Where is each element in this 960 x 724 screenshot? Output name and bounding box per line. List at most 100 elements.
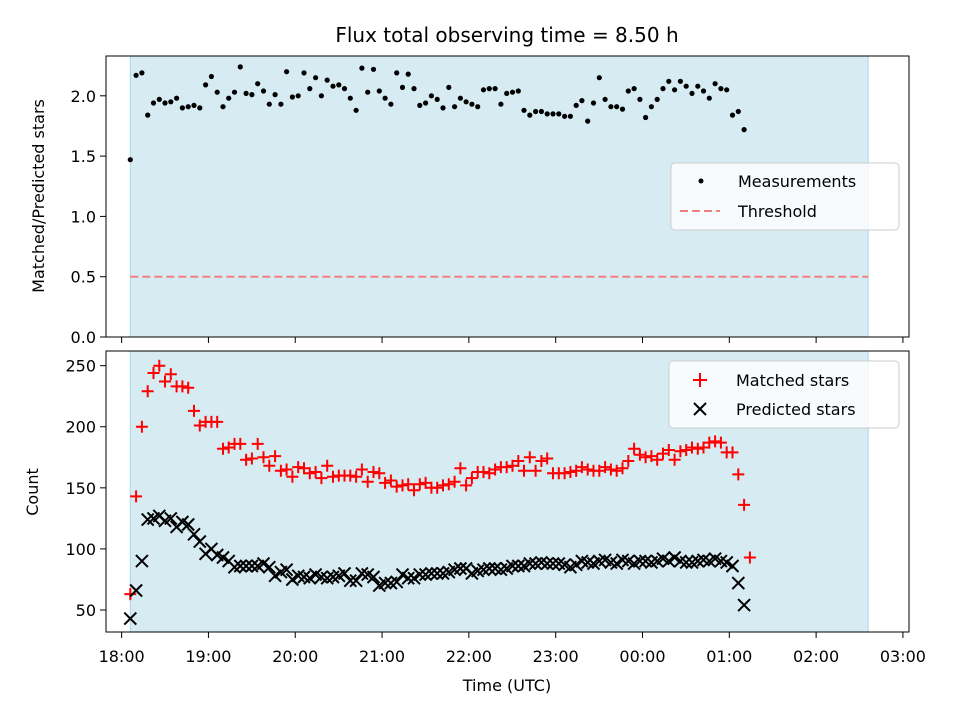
matched-point: [454, 462, 467, 475]
matched-point: [437, 479, 449, 492]
matched-point: [240, 453, 253, 466]
measurement-point: [145, 112, 151, 118]
matched-point: [141, 385, 154, 398]
x-tick-label: 01:00: [706, 647, 752, 666]
matched-point: [732, 468, 745, 481]
measurement-point: [625, 88, 631, 94]
measurement-point: [492, 86, 498, 92]
matched-point: [130, 490, 143, 503]
measurement-point: [498, 101, 504, 107]
matched-point: [610, 464, 623, 477]
matched-point: [135, 420, 148, 433]
measurement-point: [538, 108, 545, 115]
measurement-point: [521, 107, 527, 113]
measurement-point: [370, 66, 377, 72]
predicted-point: [389, 575, 404, 589]
measurement-point: [336, 82, 342, 88]
predicted-point: [424, 566, 439, 581]
measurement-point: [394, 70, 400, 76]
predicted-point: [245, 559, 259, 573]
predicted-point: [343, 573, 358, 588]
measurement-point: [533, 108, 539, 115]
matched-point: [153, 359, 166, 372]
measurement-point: [700, 88, 707, 94]
matched-point: [709, 435, 722, 448]
measurement-point: [417, 102, 423, 108]
top-plot-frame: [105, 55, 910, 338]
matched-point: [408, 484, 420, 497]
matched-point: [651, 453, 664, 466]
measurement-point: [359, 65, 365, 71]
bottom-legend-box: [668, 360, 900, 429]
matched-point: [188, 404, 200, 417]
matched-point: [211, 415, 224, 428]
measurement-point: [527, 112, 533, 118]
predicted-point: [482, 561, 497, 576]
matched-point: [234, 437, 247, 450]
top-y-axis-label: Matched/Predicted stars: [29, 99, 48, 293]
measurement-point: [452, 104, 458, 110]
measurement-point: [602, 96, 608, 102]
y-tick-label: 1.0: [71, 207, 96, 226]
measurement-point: [648, 104, 655, 110]
measurement-point: [353, 107, 359, 113]
measurement-point: [226, 95, 232, 101]
bottom-y-axis: 50 100 150 200 250: [65, 357, 106, 620]
measurement-point: [579, 98, 585, 104]
measurement-point: [382, 95, 388, 101]
matched-point: [217, 442, 229, 455]
measurement-point: [515, 88, 521, 94]
measurement-point: [255, 81, 261, 87]
measurement-point: [666, 78, 672, 84]
matched-point: [263, 459, 276, 472]
matched-point: [379, 476, 392, 489]
measurement-point: [324, 77, 330, 83]
predicted-point: [609, 556, 624, 571]
matched-point: [147, 367, 160, 379]
measurement-point: [197, 105, 203, 111]
matched-point: [303, 467, 316, 480]
predicted-point: [679, 555, 693, 570]
predicted-point: [279, 562, 294, 577]
measurement-point: [347, 95, 353, 101]
chart-title: Flux total observing time = 8.50 h: [335, 23, 678, 47]
matched-point: [575, 461, 588, 474]
matched-point: [535, 455, 548, 467]
predicted-point: [164, 511, 178, 526]
measurement-point: [475, 104, 481, 110]
matched-point: [743, 551, 756, 564]
measurement-point: [376, 88, 382, 94]
x-tick-label: 02:00: [793, 647, 839, 666]
matched-point: [321, 459, 334, 472]
measurement-point: [330, 83, 336, 89]
y-tick-label: 250: [65, 357, 96, 376]
bottom-x-axis: 18:00 19:00 20:00 21:00 22:00 23:00 00:00 01:00…: [99, 632, 926, 666]
measurement-point: [428, 93, 434, 99]
predicted-point: [262, 560, 277, 574]
matched-point: [396, 479, 409, 492]
measurement-point: [405, 71, 411, 77]
measurement-point: [614, 104, 620, 110]
predicted-point: [285, 572, 300, 587]
measurement-point: [301, 70, 307, 76]
matched-point: [159, 375, 171, 388]
measurement-point: [127, 157, 133, 163]
measurement-point: [677, 78, 684, 84]
measurement-point: [289, 94, 295, 100]
bottom-y-axis-label: Count: [23, 468, 42, 516]
predicted-point: [540, 556, 554, 571]
predicted-point: [239, 559, 253, 573]
y-tick-label: 2.0: [71, 87, 96, 106]
matched-point: [564, 466, 577, 478]
measurement-point: [585, 118, 591, 124]
measurement-point: [631, 86, 637, 92]
matched-point: [257, 451, 270, 464]
matched-point: [164, 368, 177, 381]
y-tick-label: 0.0: [71, 328, 96, 347]
measurement-point: [463, 99, 469, 105]
matched-point: [523, 451, 536, 464]
x-tick-label: 18:00: [99, 647, 145, 666]
matched-point: [350, 470, 363, 483]
matched-point: [286, 470, 299, 483]
legend-matched-label: Matched stars: [736, 371, 849, 390]
